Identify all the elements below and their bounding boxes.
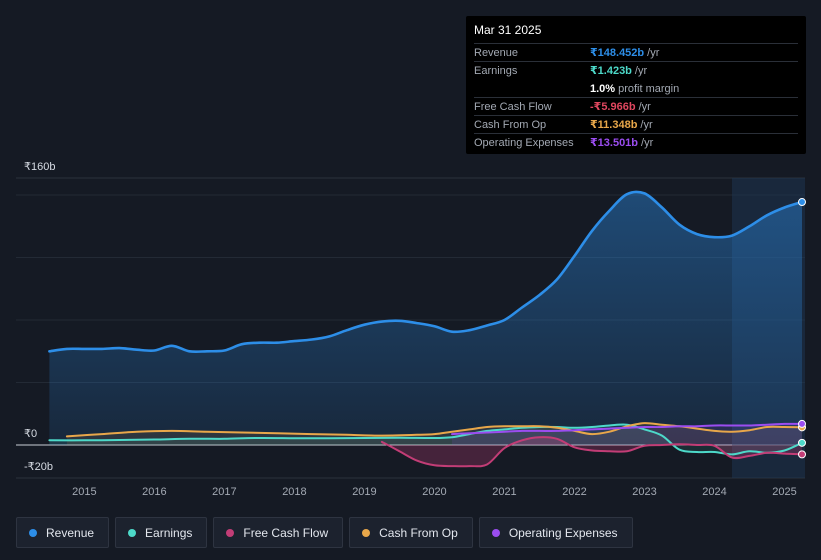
tooltip-row-value: ₹1.423b (590, 65, 632, 77)
tooltip-row: Revenue ₹148.452b/yr (474, 43, 798, 61)
tooltip-rows: Revenue ₹148.452b/yr Earnings ₹1.423b/yr 1.0… (474, 43, 798, 151)
tooltip-row-value: -₹5.966b (590, 101, 636, 113)
tooltip-row-value: ₹13.501b (590, 137, 639, 149)
tooltip-row-value: ₹11.348b (590, 119, 638, 131)
legend-label: Free Cash Flow (243, 525, 329, 540)
end-dot-revenue (798, 198, 806, 207)
legend-dot-icon (128, 528, 137, 537)
tooltip-row-value: ₹148.452b (590, 47, 645, 59)
legend-item-operating-expenses[interactable]: Operating Expenses (478, 517, 633, 548)
y-tick-label: -₹20b (24, 461, 53, 473)
area-cash-from-op (66, 423, 802, 445)
tooltip-row: Free Cash Flow -₹5.966b/yr (474, 97, 798, 115)
x-tick-label: 2024 (702, 486, 726, 498)
legend-dot-icon (226, 528, 235, 537)
tooltip-row-label: Operating Expenses (474, 136, 574, 149)
series-end-dots (798, 198, 806, 459)
tooltip-row: Cash From Op ₹11.348b/yr (474, 115, 798, 133)
tooltip-row-unit: profit margin (618, 82, 680, 95)
tooltip-row-unit: /yr (640, 118, 653, 131)
tooltip-row-label: Cash From Op (474, 118, 547, 131)
legend-item-cash-from-op[interactable]: Cash From Op (349, 517, 473, 548)
tooltip-row-value: 1.0% (590, 82, 616, 95)
y-axis-labels: ₹160b ₹0 -₹20b (24, 161, 55, 473)
tooltip-date: Mar 31 2025 (474, 23, 542, 37)
tooltip-row-label: Free Cash Flow (474, 100, 552, 113)
end-dot-earnings (798, 438, 806, 447)
line-revenue (48, 190, 804, 354)
tooltip-row: Earnings ₹1.423b/yr (474, 61, 798, 79)
line-cash-from-op (65, 422, 803, 438)
area-earnings (49, 424, 802, 455)
legend-item-free-cash-flow[interactable]: Free Cash Flow (213, 517, 344, 548)
x-tick-label: 2022 (562, 486, 586, 498)
area-operating-expenses (452, 423, 802, 445)
tooltip-row-unit: /yr (638, 100, 651, 113)
legend-dot-icon (362, 528, 371, 537)
x-tick-label: 2017 (212, 486, 236, 498)
legend-dot-icon (29, 528, 37, 537)
x-tick-label: 2021 (492, 486, 516, 498)
x-tick-label: 2023 (632, 486, 656, 498)
tooltip-row-unit: /yr (634, 64, 648, 77)
series-areas (49, 191, 802, 467)
x-tick-label: 2015 (72, 486, 96, 498)
y-tick-label: ₹160b (24, 161, 55, 173)
legend-label: Revenue (46, 525, 95, 540)
legend-label: Operating Expenses (508, 525, 618, 540)
tooltip-row-unit: /yr (641, 136, 654, 149)
tooltip-row: 1.0% profit margin (474, 79, 798, 97)
tooltip-row-unit: /yr (647, 46, 660, 59)
tooltip-row-label: Revenue (474, 46, 519, 59)
legend: Revenue Earnings Free Cash Flow Cash From O… (16, 517, 633, 548)
line-operating-expenses (451, 422, 803, 436)
legend-label: Earnings (145, 525, 193, 540)
legend-label: Cash From Op (379, 525, 458, 540)
tooltip: Mar 31 2025 Revenue ₹148.452b/yr Earnings ₹… (466, 16, 806, 154)
x-axis-labels: 2015 2016 2017 2018 2019 2020 2021 2022 2023 2024… (72, 486, 797, 498)
legend-item-earnings[interactable]: Earnings (115, 517, 208, 548)
y-tick-label: ₹0 (24, 428, 37, 440)
end-dot-operating-expenses (798, 419, 806, 428)
legend-item-revenue[interactable]: Revenue (16, 517, 110, 548)
end-dot-free-cash-flow (798, 450, 806, 459)
tooltip-row-label: Earnings (474, 64, 518, 77)
x-tick-label: 2019 (352, 486, 376, 498)
line-earnings (48, 423, 803, 456)
x-tick-label: 2025 (772, 486, 796, 498)
tooltip-row: Operating Expenses ₹13.501b/yr (474, 133, 798, 151)
line-free-cash-flow (380, 436, 803, 468)
x-tick-label: 2020 (422, 486, 446, 498)
area-free-cash-flow (381, 437, 802, 467)
series-lines (48, 190, 804, 468)
x-tick-label: 2018 (282, 486, 306, 498)
x-tick-label: 2016 (142, 486, 166, 498)
legend-dot-icon (491, 528, 500, 537)
area-revenue (49, 191, 802, 445)
